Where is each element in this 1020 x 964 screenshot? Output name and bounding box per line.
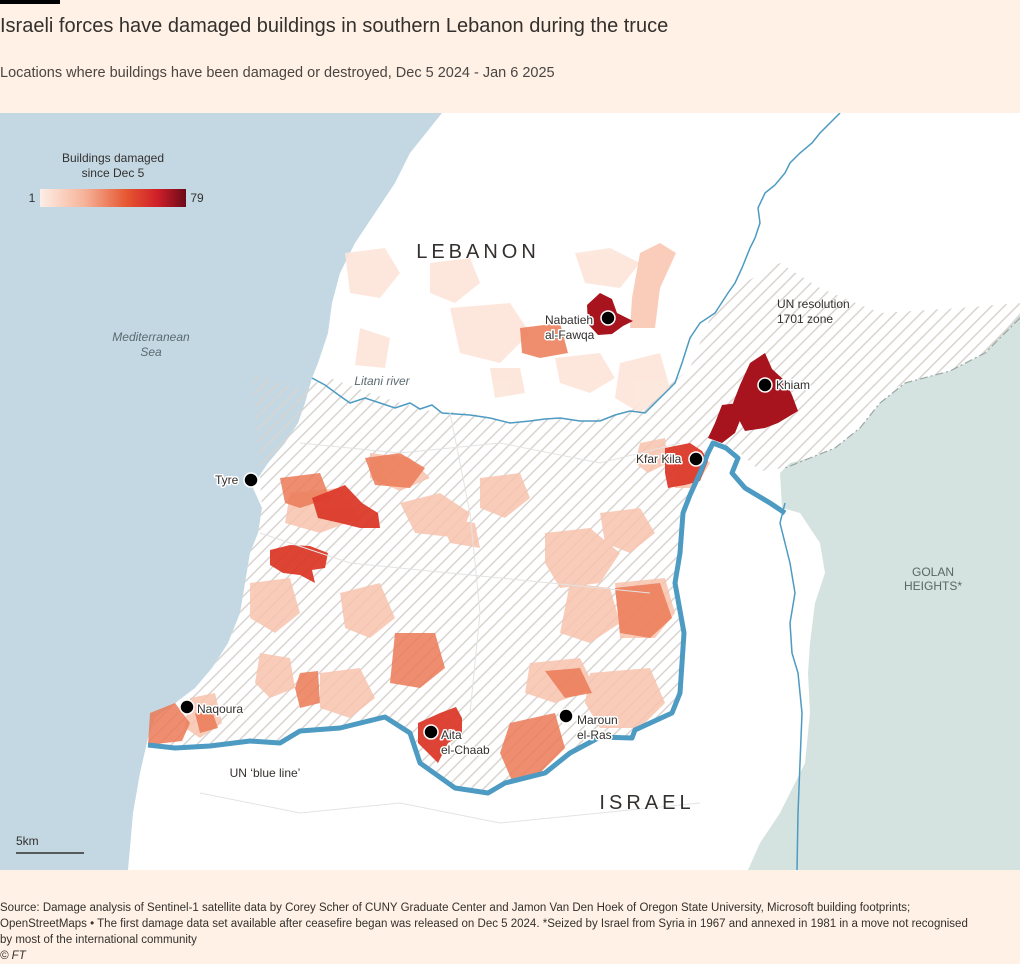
golan-boundary [784,317,1020,469]
label-kfar-kila: Kfar Kila [636,452,682,466]
marker-khiam [757,377,773,393]
legend: Buildings damaged since Dec 5 1 79 [29,151,204,207]
un-1701-zone [148,263,1020,793]
label-aita-line1: Aita [441,728,462,742]
label-lebanon: LEBANON [416,241,540,263]
chart-title: Israeli forces have damaged buildings in… [0,15,669,37]
marker-maroun [558,708,574,724]
marker-nabatieh [600,310,616,326]
roads [199,412,701,824]
map-svg: Buildings damaged since Dec 5 1 79 LEBAN… [0,113,1020,870]
label-un-zone-line2: 1701 zone [777,312,833,326]
source-line3: by most of the international community [0,934,197,946]
ft-top-bar [0,0,60,4]
label-golan-line1: GOLAN [912,565,954,579]
copyright: © FT [0,950,26,962]
map-container: Buildings damaged since Dec 5 1 79 LEBAN… [0,113,1020,870]
golan-heights [748,313,1020,870]
label-maroun-line1: Maroun [577,713,618,727]
mediterranean-sea [0,113,442,870]
marker-tyre [243,472,259,488]
label-aita-line2: el-Chaab [441,743,490,757]
label-israel: ISRAEL [599,792,694,814]
city-labels: Nabatieh al-Fawqa Khiam Kfar Kila Tyre N… [196,312,812,759]
marker-kfar-kila [688,451,704,467]
source-line2: OpenStreetMaps • The first damage data s… [0,918,968,930]
legend-title-line1: Buildings damaged [62,151,164,165]
label-golan-line2: HEIGHTS* [904,579,962,593]
label-blue-line: UN ‘blue line’ [230,766,301,780]
legend-title-line2: since Dec 5 [82,166,145,180]
city-markers [179,310,773,740]
litani-river [311,237,756,424]
label-un-zone-line1: UN resolution [777,297,850,311]
damage-light-areas [345,248,670,413]
label-nabatieh-line1: Nabatieh [545,313,593,327]
damage-medium-areas [148,323,672,781]
label-maroun-line2: el-Ras [577,728,612,742]
label-nabatieh-line2: al-Fawqa [545,328,595,342]
un-blue-line [147,440,787,796]
scale-bar: 5km [16,834,84,854]
jordan-river [779,502,803,870]
label-sea-line1: Mediterranean [112,330,190,344]
label-naqoura: Naqoura [197,702,243,716]
chart-subtitle: Locations where buildings have been dama… [0,65,555,81]
source-line1: Source: Damage analysis of Sentinel-1 sa… [0,902,911,914]
label-litani-river: Litani river [354,374,410,388]
legend-color-ramp [40,189,186,207]
label-sea-line2: Sea [140,345,162,359]
source-note: Source: Damage analysis of Sentinel-1 sa… [0,900,1015,964]
legend-max: 79 [190,191,204,205]
marker-naqoura [179,699,195,715]
legend-min: 1 [29,191,36,205]
scale-bar-label: 5km [16,834,39,848]
river-tributary [754,113,841,239]
label-tyre: Tyre [215,473,239,487]
label-khiam: Khiam [776,378,810,392]
marker-aita [423,724,439,740]
